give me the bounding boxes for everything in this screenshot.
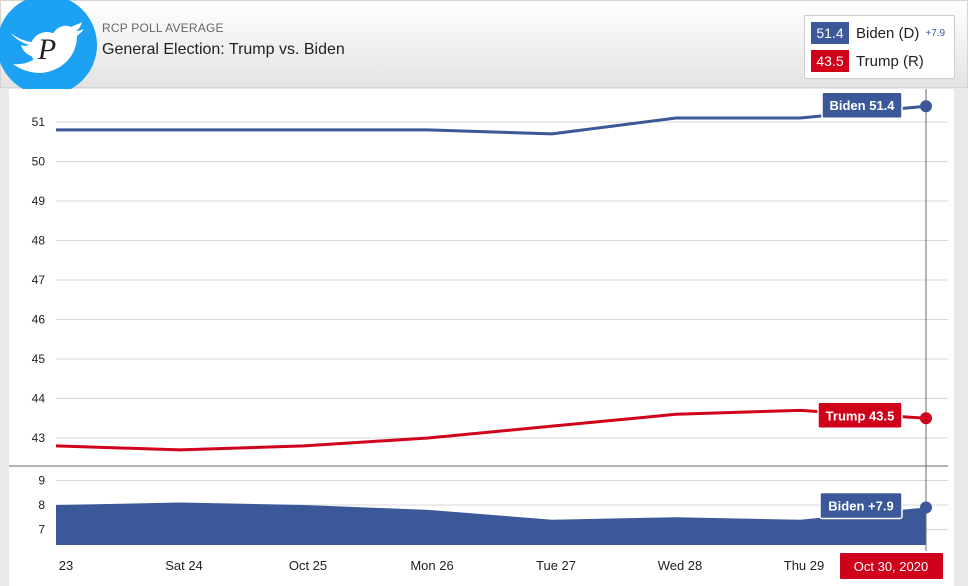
legend-trump-name: Trump (R) [856, 52, 924, 70]
y-tick-label: 9 [38, 474, 45, 488]
tooltip-spread: Biden +7.9 [819, 491, 903, 520]
legend-item-biden[interactable]: 51.4 Biden (D) +7.9 [811, 22, 945, 44]
chart-area[interactable]: 43 44 45 46 47 48 49 50 51 7 8 9 Biden 51.4 Trump 43.… [9, 89, 954, 586]
tooltip-label: Biden +7.9 [828, 498, 893, 513]
x-tick-label: Thu 29 [784, 558, 824, 573]
twitter-bird-logo-icon: P [0, 0, 97, 95]
x-tick-label: Wed 28 [658, 558, 703, 573]
x-tick-label: Tue 27 [536, 558, 576, 573]
y-tick-label: 49 [32, 194, 46, 208]
chart-title: General Election: Trump vs. Biden [102, 41, 345, 58]
y-tick-label: 7 [38, 523, 45, 537]
tooltip-box [819, 491, 903, 520]
chart-header: P RCP POLL AVERAGE General Election: Tru… [0, 0, 968, 95]
y-tick-label: 51 [32, 115, 46, 129]
x-tick-label: Oct 25 [289, 558, 327, 573]
series-line-trump [55, 408, 927, 452]
tooltip-label: Trump 43.5 [826, 408, 895, 423]
svg-text:P: P [37, 33, 56, 66]
y-tick-label: 50 [32, 155, 46, 169]
x-tick-label-selected: Oct 30, 2020 [854, 559, 928, 574]
series-line-biden [56, 104, 927, 136]
legend-biden-value: 51.4 [811, 22, 849, 44]
x-tick-label: Mon 26 [410, 558, 453, 573]
legend-biden-name: Biden (D) [856, 24, 920, 42]
y-tick-label: 45 [32, 352, 46, 366]
point-marker-trump [920, 412, 932, 425]
legend-biden-spread: +7.9 [925, 27, 946, 39]
poll-chart[interactable]: 43 44 45 46 47 48 49 50 51 7 8 9 Biden 51.4 Trump 43.… [9, 89, 954, 586]
y-tick-label: 43 [32, 431, 46, 445]
x-tick-label: Sat 24 [165, 558, 203, 573]
x-tick-label: 23 [59, 558, 73, 573]
tooltip-biden: Biden 51.4 [821, 91, 903, 119]
tooltip-label: Biden 51.4 [829, 98, 895, 113]
y-tick-label: 48 [32, 234, 46, 248]
legend-trump-value: 43.5 [811, 50, 849, 72]
legend: 51.4 Biden (D) +7.9 43.5 Trump (R) [804, 15, 955, 79]
legend-item-trump[interactable]: 43.5 Trump (R) [811, 50, 924, 72]
tooltip-trump: Trump 43.5 [817, 401, 903, 429]
tooltip-box [817, 401, 903, 429]
tooltip-box [821, 91, 903, 119]
y-tick-label: 46 [32, 313, 46, 327]
point-marker-biden [920, 100, 932, 113]
poll-average-label: RCP POLL AVERAGE [102, 21, 224, 35]
selected-date-badge [840, 553, 943, 579]
y-tick-label: 44 [32, 392, 46, 406]
spread-area-biden [56, 502, 926, 545]
y-tick-label: 47 [32, 273, 46, 287]
point-marker-spread [920, 501, 932, 514]
y-tick-label: 8 [38, 498, 45, 512]
